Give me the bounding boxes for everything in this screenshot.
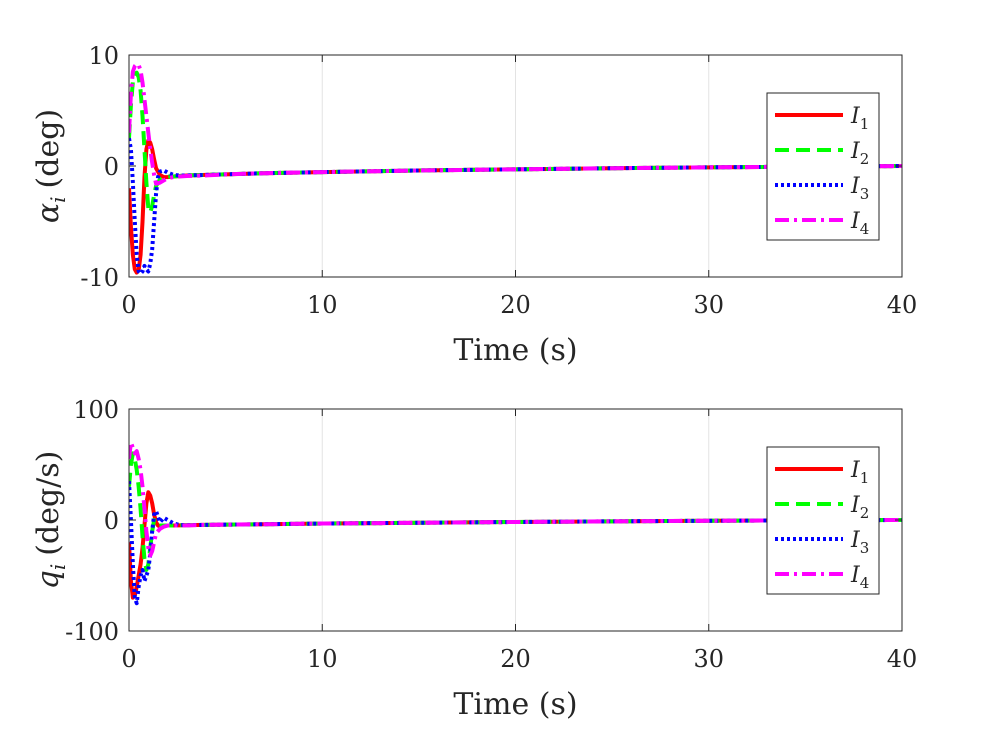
y-axis-symbol: α [31,203,66,223]
y-axis-unit: (deg) [31,109,66,189]
y-axis-subscript: i [46,564,70,570]
x-tick-label: 0 [121,291,136,319]
x-tick-label: 20 [500,291,531,319]
legend-label-I3: I3 [850,528,869,557]
x-tick-label: 10 [307,645,338,673]
x-tick-label: 30 [693,645,724,673]
legend-box [766,92,880,241]
y-tick-label: 10 [88,42,119,70]
series-line-I4 [129,61,902,186]
y-tick-label: 0 [104,153,119,181]
legend-label-I4: I4 [850,209,869,238]
x-tick-label: 20 [500,645,531,673]
x-tick-label: 30 [693,291,724,319]
y-axis-label: αi (deg) [31,109,70,223]
x-tick-label: 10 [307,291,338,319]
series-line-I3 [129,137,902,276]
x-axis-label: Time (s) [453,687,577,722]
legend: I1 I2 I3 I4 [766,446,880,595]
x-tick-label: 40 [887,645,918,673]
legend-label-I1: I1 [850,458,869,487]
y-tick-label: -10 [80,264,119,292]
series-line-I3 [129,481,902,606]
legend-label-I2: I2 [850,493,869,522]
y-axis-label: qi (deg/s) [31,451,70,590]
y-axis-subscript: i [46,196,70,202]
y-axis-unit: (deg/s) [31,451,66,556]
series-group [129,440,902,606]
x-tick-label: 40 [887,291,918,319]
series-line-I4 [129,440,902,558]
legend-label-I1: I1 [850,104,869,133]
legend-label-I3: I3 [850,174,869,203]
legend-box [766,446,880,595]
x-tick-label: 0 [121,645,136,673]
y-axis-symbol: q [31,570,66,589]
legend: I1 I2 I3 I4 [766,92,880,241]
y-tick-label: 100 [73,396,119,424]
series-line-I2 [129,70,902,215]
legend-label-I4: I4 [850,563,869,592]
y-tick-label: -100 [65,618,119,646]
y-tick-label: 0 [104,507,119,535]
series-group [129,61,902,276]
legend-label-I2: I2 [850,139,869,168]
x-axis-label: Time (s) [453,333,577,368]
